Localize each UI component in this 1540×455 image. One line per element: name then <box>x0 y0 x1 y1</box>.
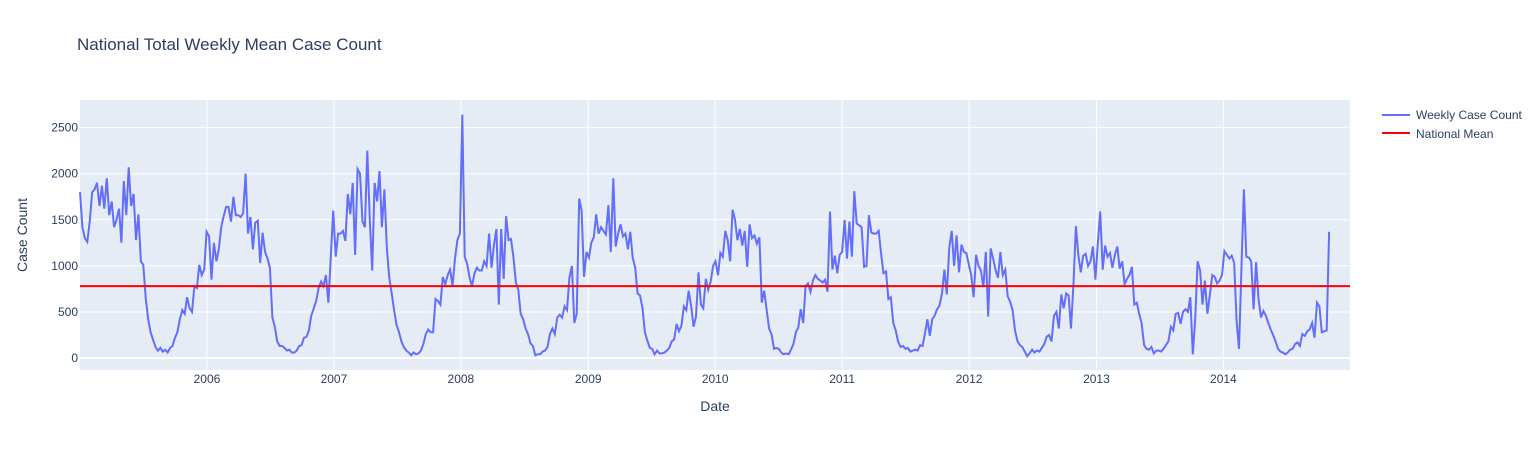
legend-label-weekly: Weekly Case Count <box>1416 108 1522 122</box>
x-tick-labels: 2006 2007 2008 2009 2010 2011 2012 2013 2014 <box>194 372 1237 386</box>
y-axis-label: Case Count <box>14 198 30 272</box>
legend: Weekly Case Count National Mean <box>1382 108 1522 141</box>
series-line-weekly-case-count[interactable] <box>79 114 1331 358</box>
x-tick-label: 2010 <box>702 372 729 386</box>
series-layer <box>79 114 1350 358</box>
x-axis-label: Date <box>700 398 730 414</box>
x-tick-label: 2014 <box>1210 372 1237 386</box>
y-tick-label: 0 <box>71 351 78 365</box>
x-tick-label: 2009 <box>575 372 602 386</box>
legend-item-national-mean[interactable]: National Mean <box>1382 127 1493 141</box>
chart-title: National Total Weekly Mean Case Count <box>77 35 382 54</box>
legend-label-mean: National Mean <box>1416 127 1493 141</box>
y-tick-label: 1500 <box>51 213 78 227</box>
x-tick-label: 2007 <box>321 372 348 386</box>
y-tick-label: 2500 <box>51 121 78 135</box>
x-tick-label: 2012 <box>956 372 983 386</box>
x-tick-label: 2013 <box>1083 372 1110 386</box>
y-tick-label: 2000 <box>51 167 78 181</box>
y-tick-label: 1000 <box>51 259 78 273</box>
x-tick-label: 2008 <box>448 372 475 386</box>
x-tick-label: 2006 <box>194 372 221 386</box>
y-tick-label: 500 <box>58 305 78 319</box>
legend-item-weekly-case-count[interactable]: Weekly Case Count <box>1382 108 1522 122</box>
x-tick-label: 2011 <box>829 372 855 386</box>
y-tick-labels: 0 500 1000 1500 2000 2500 <box>51 121 78 365</box>
